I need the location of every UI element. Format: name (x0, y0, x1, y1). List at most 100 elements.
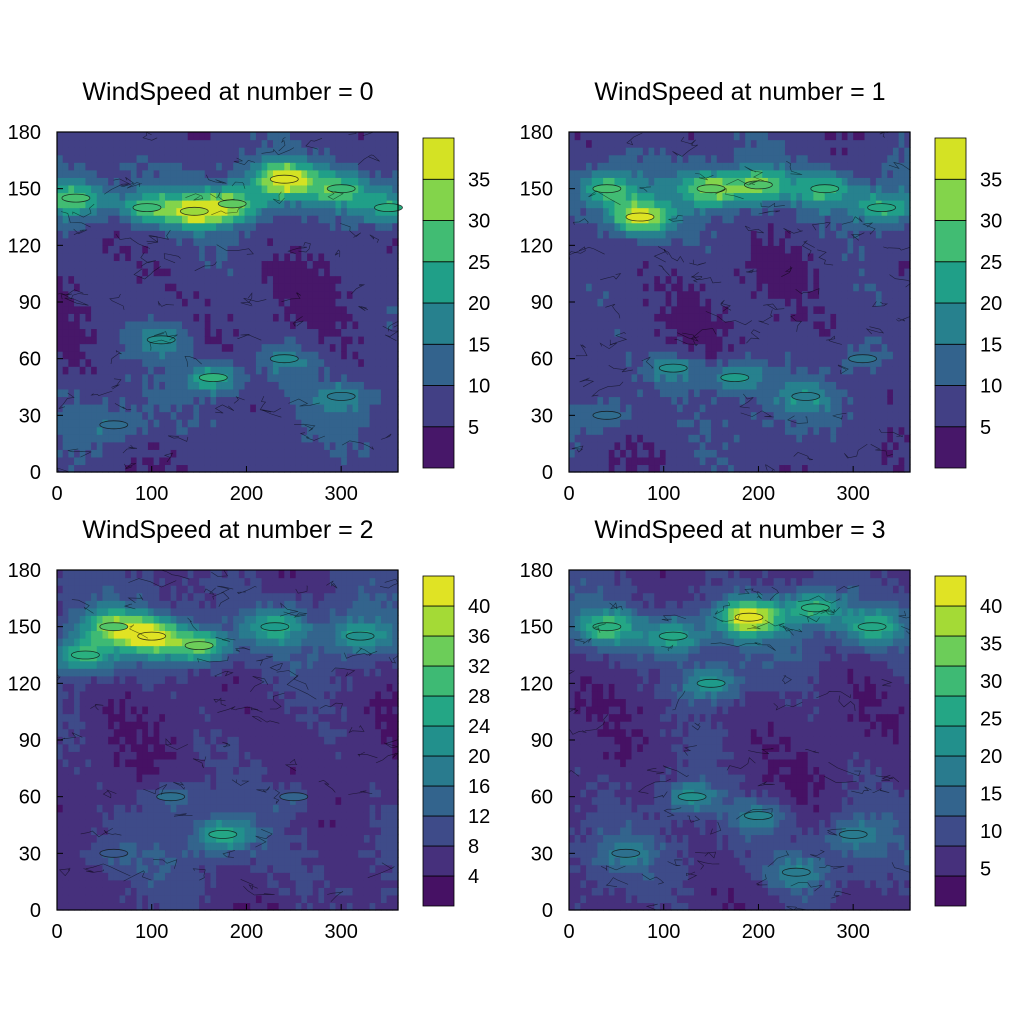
heatmap-cell (813, 313, 820, 322)
heatmap-cell (199, 411, 206, 420)
contour-line (292, 316, 304, 327)
heatmap-cell (767, 441, 775, 450)
heatmap-cell (318, 207, 325, 216)
heatmap-cell (699, 343, 706, 352)
heatmap-cell (767, 305, 775, 314)
heatmap-cell (790, 230, 797, 239)
heatmap-cell (199, 351, 206, 360)
heatmap-cell (569, 328, 576, 337)
heatmap-cell (68, 154, 75, 163)
heatmap-cell (79, 381, 87, 390)
heatmap-cell (295, 328, 302, 337)
heatmap-cell (267, 290, 274, 299)
heatmap-cell (307, 351, 314, 360)
heatmap-cell (369, 245, 376, 254)
heatmap-cell (210, 449, 217, 458)
heatmap-cell (250, 207, 257, 216)
heatmap-cell (654, 139, 661, 148)
heatmap-cell (261, 177, 268, 186)
heatmap-cell (108, 252, 115, 262)
heatmap-cell (233, 222, 240, 231)
heatmap-cell (665, 441, 672, 450)
heatmap-cell (569, 441, 576, 450)
heatmap-cell (329, 434, 337, 443)
heatmap-cell (164, 268, 172, 277)
contour-line (72, 203, 95, 218)
heatmap-cell (813, 268, 820, 277)
heatmap-cell (113, 366, 121, 375)
heatmap-cell (819, 449, 826, 458)
heatmap-cell (716, 419, 724, 428)
heatmap-cell (380, 298, 388, 307)
heatmap-cell (261, 200, 268, 209)
heatmap-cell (335, 305, 342, 314)
heatmap-cell (130, 154, 138, 163)
heatmap-cell (363, 275, 371, 284)
heatmap-cell (699, 200, 706, 209)
heatmap-cell (341, 147, 348, 156)
heatmap-cell (312, 388, 320, 398)
heatmap-cell (187, 343, 194, 352)
heatmap-cell (637, 313, 644, 322)
heatmap-cell (676, 373, 684, 382)
heatmap-cell (705, 237, 712, 246)
heatmap-cell (375, 449, 382, 458)
contour-line (64, 297, 89, 306)
heatmap-cell (642, 328, 650, 337)
heatmap-cell (392, 404, 399, 413)
heatmap-cell (631, 268, 638, 277)
heatmap-cell (74, 162, 81, 171)
heatmap-cell (767, 283, 775, 292)
heatmap-cell (392, 184, 399, 194)
heatmap-cell (369, 184, 376, 194)
heatmap-cell (796, 434, 803, 443)
heatmap-cell (244, 396, 251, 405)
heatmap-cell (164, 449, 172, 458)
heatmap-cell (392, 434, 399, 443)
heatmap-cell (176, 351, 183, 360)
heatmap-cell (796, 132, 803, 141)
heatmap-cell (85, 200, 92, 209)
heatmap-cell (57, 192, 64, 201)
heatmap-cell (728, 139, 735, 148)
heatmap-cell (176, 305, 183, 314)
heatmap-cell (694, 298, 701, 307)
heatmap-cell (375, 177, 382, 186)
heatmap-cell (363, 260, 371, 269)
heatmap-cell (580, 154, 587, 163)
heatmap-cell (716, 162, 724, 171)
heatmap-cell (569, 336, 576, 345)
heatmap-cell (705, 366, 712, 375)
heatmap-cell (113, 184, 121, 194)
heatmap-cell (739, 162, 746, 171)
heatmap-cell (335, 275, 342, 284)
heatmap-cell (648, 268, 655, 277)
heatmap-cell (699, 313, 706, 322)
heatmap-cell (671, 456, 678, 466)
heatmap-cell (272, 449, 280, 458)
heatmap-cell (91, 154, 98, 163)
heatmap-cell (255, 388, 263, 398)
heatmap-cell (335, 328, 342, 337)
heatmap-cell (614, 366, 621, 375)
heatmap-cell (750, 441, 758, 450)
heatmap-cell (574, 298, 581, 307)
heatmap-cell (102, 200, 109, 209)
heatmap-cell (824, 434, 832, 443)
heatmap-cell (164, 283, 172, 292)
heatmap-cell (164, 419, 172, 428)
heatmap-cell (261, 328, 268, 337)
heatmap-cell (68, 396, 75, 405)
heatmap-cell (295, 184, 302, 194)
heatmap-cell (352, 260, 359, 269)
heatmap-cell (335, 147, 342, 156)
heatmap-cell (57, 230, 64, 239)
heatmap-cell (91, 411, 98, 420)
heatmap-cell (119, 441, 126, 450)
heatmap-cell (363, 434, 371, 443)
heatmap-cell (813, 381, 820, 390)
heatmap-cell (824, 343, 832, 352)
heatmap-cell (711, 381, 718, 390)
heatmap-cell (813, 139, 820, 148)
heatmap-cell (255, 396, 263, 405)
